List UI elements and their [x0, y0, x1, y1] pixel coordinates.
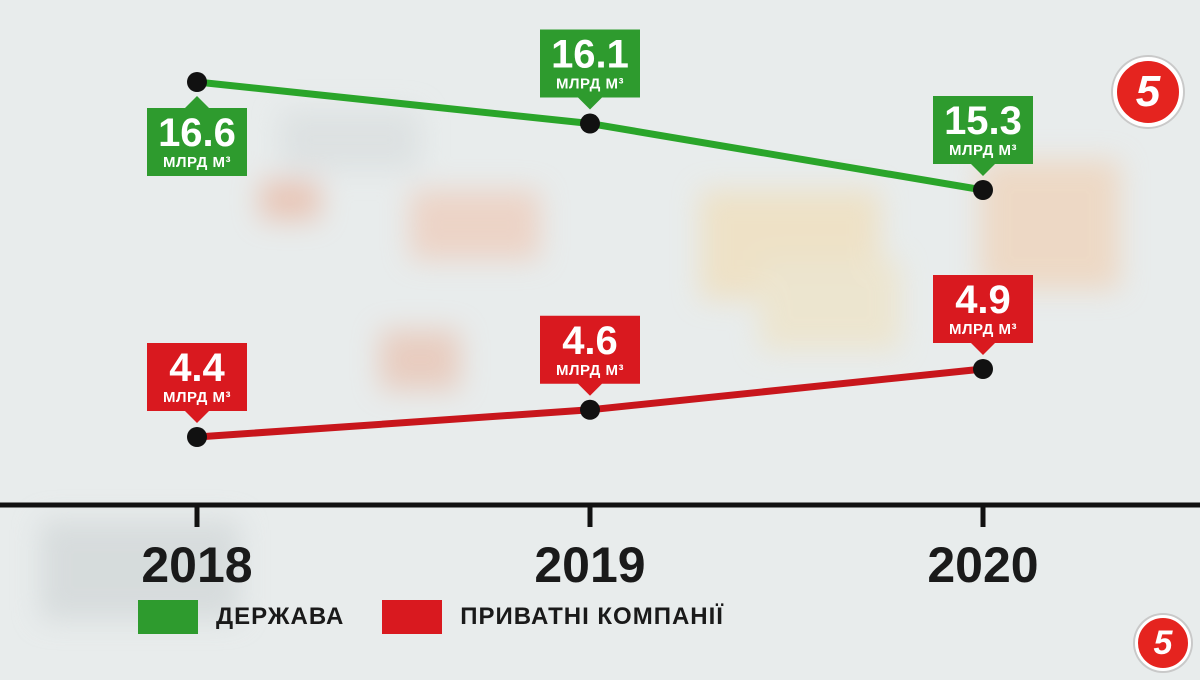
data-label-value: 15.3 — [944, 99, 1022, 143]
data-label-unit: МЛРД М³ — [556, 362, 624, 379]
channel-5-watermark-icon: 5 — [1135, 615, 1191, 671]
legend-item-state: ДЕРЖАВА — [138, 600, 344, 634]
data-label-value: 16.1 — [551, 33, 629, 77]
data-label-unit: МЛРД М³ — [163, 389, 231, 406]
data-label-box — [933, 275, 1033, 355]
data-point-private-2019 — [580, 399, 600, 420]
data-point-state-2018 — [187, 72, 207, 92]
legend-label-private: ПРИВАТНІ КОМПАНІЇ — [460, 603, 724, 630]
data-point-private-2018 — [187, 427, 207, 447]
x-tick-label-2019: 2019 — [534, 537, 645, 593]
x-tick-label-2018: 2018 — [141, 537, 252, 593]
data-label-box — [147, 96, 247, 176]
data-label-unit: МЛРД М³ — [556, 76, 624, 93]
legend-swatch-state — [138, 600, 198, 634]
data-label-box — [540, 29, 640, 110]
data-label-unit: МЛРД М³ — [949, 321, 1017, 338]
data-label-value: 4.6 — [562, 319, 618, 363]
data-label-value: 4.4 — [169, 346, 225, 390]
data-label-unit: МЛРД М³ — [949, 142, 1017, 159]
data-point-state-2019 — [580, 113, 600, 134]
data-point-state-2020 — [973, 180, 993, 200]
x-axis-ticks: 2018 2019 2020 — [141, 505, 1039, 593]
x-tick-label-2020: 2020 — [927, 537, 1038, 593]
chart-legend: ДЕРЖАВА ПРИВАТНІ КОМПАНІЇ — [138, 600, 762, 634]
legend-item-private: ПРИВАТНІ КОМПАНІЇ — [382, 600, 724, 634]
logo-top-text: 5 — [1135, 67, 1161, 116]
legend-swatch-private — [382, 600, 443, 634]
data-label-value: 16.6 — [158, 111, 236, 155]
data-label-box — [540, 315, 640, 396]
data-point-private-2020 — [973, 359, 993, 379]
legend-label-state: ДЕРЖАВА — [216, 603, 345, 630]
channel-5-logo-icon: 5 — [1113, 57, 1183, 127]
data-label-value: 4.9 — [955, 278, 1011, 322]
data-label-unit: МЛРД М³ — [163, 154, 231, 171]
data-label-box — [147, 343, 247, 423]
data-label-box — [933, 96, 1033, 176]
logo-bottom-text: 5 — [1153, 623, 1173, 662]
data-points — [187, 72, 993, 447]
